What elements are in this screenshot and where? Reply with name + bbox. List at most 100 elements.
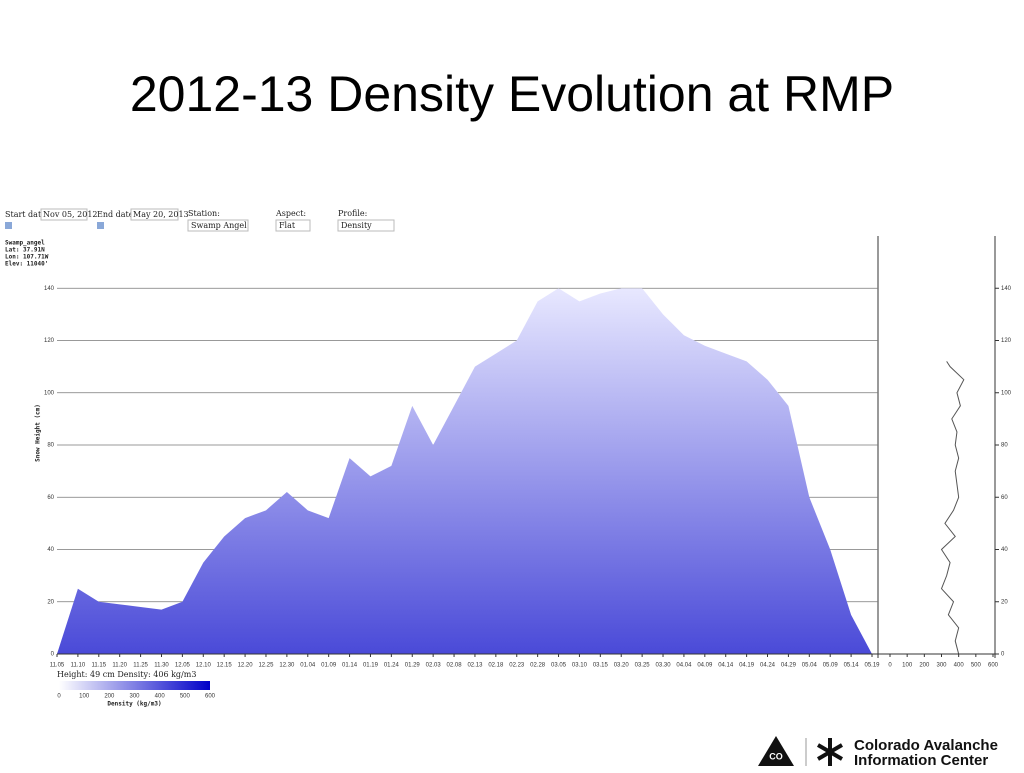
x-tick-label: 05.04	[802, 663, 818, 669]
colorbar-tick-label: 0	[57, 694, 61, 700]
x-tick-label: 11.10	[71, 663, 86, 669]
x-tick-label: 12.20	[238, 663, 254, 669]
x-tick-label: 600	[988, 663, 999, 669]
control-label: Aspect:	[275, 209, 306, 218]
colorbar-tick-label: 300	[129, 694, 140, 700]
y-tick-label: 0	[1001, 652, 1005, 658]
y-tick-label: 20	[47, 599, 54, 605]
x-tick-label: 11.25	[133, 663, 148, 669]
control-value: Nov 05, 2012	[43, 210, 98, 219]
y-tick-label: 100	[44, 390, 55, 396]
x-tick-label: 12.10	[196, 663, 212, 669]
x-tick-label: 11.05	[50, 663, 65, 669]
slide-title: 2012-13 Density Evolution at RMP	[130, 66, 894, 122]
x-tick-label: 03.25	[635, 663, 651, 669]
control-value: Swamp Angel	[191, 221, 247, 230]
x-tick-label: 02.13	[467, 663, 483, 669]
x-tick-label: 300	[936, 663, 947, 669]
y-tick-label: 60	[1001, 495, 1008, 501]
station-info: Swamp_angel	[5, 240, 45, 247]
calendar-icon[interactable]	[97, 222, 104, 229]
y-tick-label: 60	[47, 495, 54, 501]
x-tick-label: 02.18	[488, 663, 504, 669]
logo-text: Colorado Avalanche	[854, 737, 998, 754]
x-tick-label: 500	[971, 663, 982, 669]
y-axis-label: Snow Height (cm)	[35, 404, 42, 462]
logo-flake	[816, 738, 844, 766]
x-tick-label: 11.15	[92, 663, 107, 669]
y-tick-label: 80	[1001, 443, 1008, 449]
control-label: Start date:	[5, 210, 49, 219]
colorbar	[59, 681, 210, 690]
x-tick-label: 04.19	[739, 663, 755, 669]
x-tick-label: 100	[902, 663, 913, 669]
x-tick-label: 12.25	[258, 663, 274, 669]
control-label: Profile:	[338, 209, 367, 218]
x-tick-label: 03.30	[656, 663, 672, 669]
x-tick-label: 01.14	[342, 663, 358, 669]
colorbar-tick-label: 400	[155, 694, 166, 700]
date-input[interactable]	[130, 208, 179, 221]
control-value: Flat	[279, 221, 296, 230]
colorbar-label: Density (kg/m3)	[107, 701, 161, 708]
x-tick-label: 12.05	[175, 663, 191, 669]
y-tick-label: 80	[47, 443, 54, 449]
control-value: Density	[341, 221, 372, 230]
y-tick-label: 120	[44, 338, 55, 344]
x-tick-label: 02.28	[530, 663, 546, 669]
x-tick-label: 200	[919, 663, 930, 669]
colorbar-tick-label: 200	[104, 694, 115, 700]
y-tick-label: 40	[47, 547, 54, 553]
y-tick-label: 20	[1001, 599, 1008, 605]
readout: Height: 49 cm Density: 406 kg/m3	[57, 670, 196, 679]
date-input[interactable]	[40, 208, 88, 221]
station-info: Lat: 37.91N	[5, 247, 45, 254]
logo: CO Colorado Avalanche Information Center	[758, 736, 998, 769]
profile-line	[940, 361, 965, 655]
x-tick-label: 04.09	[697, 663, 713, 669]
control-label: Station:	[188, 209, 220, 218]
y-tick-label: 40	[1001, 547, 1008, 553]
y-tick-label: 120	[1001, 338, 1012, 344]
control-label: End date:	[97, 210, 136, 219]
x-tick-label: 02.23	[509, 663, 525, 669]
x-tick-label: 01.19	[363, 663, 379, 669]
x-tick-label: 400	[954, 663, 965, 669]
x-tick-label: 01.29	[405, 663, 421, 669]
colorbar-tick-label: 600	[205, 694, 216, 700]
station-info: Elev: 11040'	[5, 261, 48, 268]
x-tick-label: 01.24	[384, 663, 400, 669]
x-tick-label: 12.15	[217, 663, 233, 669]
x-tick-label: 03.15	[593, 663, 609, 669]
y-tick-label: 140	[1001, 286, 1012, 292]
x-tick-label: 05.14	[844, 663, 860, 669]
calendar-icon[interactable]	[5, 222, 12, 229]
x-tick-label: 01.09	[321, 663, 337, 669]
logo-badge: CO	[769, 751, 783, 761]
x-tick-label: 02.08	[447, 663, 463, 669]
x-tick-label: 02.03	[426, 663, 442, 669]
x-tick-label: 04.14	[718, 663, 734, 669]
y-tick-label: 140	[44, 286, 55, 292]
x-tick-label: 0	[888, 663, 892, 669]
x-tick-label: 03.10	[572, 663, 588, 669]
y-tick-label: 0	[51, 652, 55, 658]
x-tick-label: 01.04	[300, 663, 316, 669]
x-tick-label: 04.29	[781, 663, 797, 669]
dropdown[interactable]	[337, 219, 395, 232]
dropdown[interactable]	[275, 219, 311, 232]
x-tick-label: 05.19	[864, 663, 880, 669]
x-tick-label: 03.20	[614, 663, 630, 669]
colorbar-tick-label: 500	[180, 694, 191, 700]
x-tick-label: 11.20	[112, 663, 127, 669]
colorbar-tick-label: 100	[79, 694, 90, 700]
x-tick-label: 04.04	[676, 663, 692, 669]
x-tick-label: 11.30	[154, 663, 169, 669]
dropdown[interactable]	[187, 219, 249, 232]
x-tick-label: 12.30	[279, 663, 295, 669]
y-tick-label: 100	[1001, 390, 1012, 396]
station-info: Lon: 107.71W	[5, 254, 49, 261]
snow-area	[57, 288, 872, 654]
